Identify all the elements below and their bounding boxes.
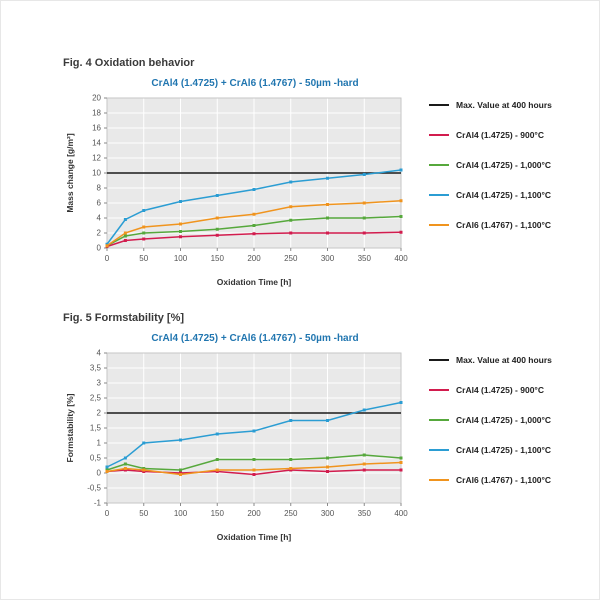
legend-swatch — [429, 164, 449, 166]
svg-text:Formstability [%]: Formstability [%] — [65, 393, 75, 462]
legend-label: CrAl4 (1.4725) - 1,000°C — [456, 160, 552, 170]
svg-text:0: 0 — [105, 254, 110, 263]
figure-oxidation-behavior: Fig. 4 Oxidation behavior CrAl4 (1.4725)… — [63, 57, 573, 290]
svg-text:100: 100 — [174, 509, 188, 518]
svg-text:0: 0 — [97, 469, 102, 478]
svg-text:Oxidation Time [h]: Oxidation Time [h] — [217, 277, 292, 287]
legend-swatch — [429, 479, 449, 481]
svg-text:1,5: 1,5 — [90, 424, 102, 433]
svg-text:4: 4 — [97, 349, 102, 358]
oxidation-chart-title: CrAl4 (1.4725) + CrAl6 (1.4767) - 50µm -… — [151, 78, 359, 89]
svg-text:4: 4 — [97, 214, 102, 223]
legend-item: CrAl6 (1.4767) - 1,100°C — [429, 220, 569, 230]
legend-label: CrAl4 (1.4725) - 1,100°C — [456, 445, 552, 455]
svg-text:Oxidation Time [h]: Oxidation Time [h] — [217, 532, 292, 542]
formstability-chart-canvas: 0 50 100 150 200 250 300 350 400 -1 -0,5 0 0,5 1 1,5 2 2… — [65, 349, 408, 543]
svg-text:-1: -1 — [94, 499, 102, 508]
legend-swatch — [429, 134, 449, 136]
legend-label: CrAl6 (1.4767) - 1,100°C — [456, 220, 552, 230]
legend-item: Max. Value at 400 hours — [429, 100, 569, 110]
svg-text:250: 250 — [284, 254, 298, 263]
figure-5-heading: Fig. 5 Formstability [%] — [63, 312, 185, 324]
legend-item: CrAl4 (1.4725) - 900°C — [429, 385, 569, 395]
oxidation-chart-canvas: 0 50 100 150 200 250 300 350 400 0 2 4 6 8 10 12 14 16 18 2… — [65, 94, 408, 288]
svg-text:12: 12 — [92, 154, 101, 163]
svg-text:8: 8 — [97, 184, 102, 193]
svg-text:Mass change [g/m²]: Mass change [g/m²] — [65, 133, 75, 213]
svg-text:150: 150 — [211, 509, 225, 518]
figure-formstability: Fig. 5 Formstability [%] CrAl4 (1.4725) … — [63, 312, 573, 545]
legend-label: CrAl4 (1.4725) - 900°C — [456, 385, 544, 395]
svg-text:14: 14 — [92, 139, 101, 148]
svg-text:350: 350 — [358, 254, 372, 263]
legend-swatch — [429, 449, 449, 451]
svg-text:1: 1 — [97, 439, 102, 448]
svg-text:100: 100 — [174, 254, 188, 263]
svg-text:6: 6 — [97, 199, 102, 208]
svg-text:50: 50 — [139, 509, 148, 518]
legend-item: CrAl4 (1.4725) - 900°C — [429, 130, 569, 140]
legend-swatch — [429, 389, 449, 391]
svg-text:300: 300 — [321, 509, 335, 518]
legend-item: CrAl6 (1.4767) - 1,100°C — [429, 475, 569, 485]
svg-text:200: 200 — [247, 254, 261, 263]
svg-text:3: 3 — [97, 379, 102, 388]
svg-text:2: 2 — [97, 229, 102, 238]
figure-4-chart-row: CrAl4 (1.4725) + CrAl6 (1.4767) - 50µm -… — [63, 78, 573, 290]
legend-swatch — [429, 419, 449, 421]
svg-text:400: 400 — [394, 254, 408, 263]
svg-text:2: 2 — [97, 409, 102, 418]
svg-text:200: 200 — [247, 509, 261, 518]
svg-text:2,5: 2,5 — [90, 394, 102, 403]
figure-4-heading: Fig. 4 Oxidation behavior — [63, 57, 195, 69]
legend-label: Max. Value at 400 hours — [456, 100, 552, 110]
legend-label: CrAl4 (1.4725) - 1,000°C — [456, 415, 552, 425]
legend-label: CrAl6 (1.4767) - 1,100°C — [456, 475, 552, 485]
legend-swatch — [429, 224, 449, 226]
svg-text:0: 0 — [105, 509, 110, 518]
svg-text:300: 300 — [321, 254, 335, 263]
svg-text:-0,5: -0,5 — [87, 484, 101, 493]
svg-text:350: 350 — [358, 509, 372, 518]
svg-text:0: 0 — [97, 244, 102, 253]
svg-text:18: 18 — [92, 109, 101, 118]
svg-text:150: 150 — [211, 254, 225, 263]
legend-label: CrAl4 (1.4725) - 1,100°C — [456, 190, 552, 200]
legend-label: Max. Value at 400 hours — [456, 355, 552, 365]
legend-label: CrAl4 (1.4725) - 900°C — [456, 130, 544, 140]
formstability-chart-block: CrAl4 (1.4725) + CrAl6 (1.4767) - 50µm -… — [63, 333, 413, 545]
legend-item: CrAl4 (1.4725) - 1,100°C — [429, 190, 569, 200]
legend-swatch — [429, 359, 449, 361]
svg-text:250: 250 — [284, 509, 298, 518]
oxidation-chart-block: CrAl4 (1.4725) + CrAl6 (1.4767) - 50µm -… — [63, 78, 413, 290]
svg-text:400: 400 — [394, 509, 408, 518]
legend-swatch — [429, 104, 449, 106]
legend-item: Max. Value at 400 hours — [429, 355, 569, 365]
formstability-chart-title: CrAl4 (1.4725) + CrAl6 (1.4767) - 50µm -… — [151, 333, 359, 344]
legend-item: CrAl4 (1.4725) - 1,000°C — [429, 415, 569, 425]
svg-text:0,5: 0,5 — [90, 454, 102, 463]
svg-text:20: 20 — [92, 94, 101, 103]
svg-text:10: 10 — [92, 169, 101, 178]
svg-text:3,5: 3,5 — [90, 364, 102, 373]
legend-item: CrAl4 (1.4725) - 1,100°C — [429, 445, 569, 455]
svg-text:16: 16 — [92, 124, 101, 133]
legend-item: CrAl4 (1.4725) - 1,000°C — [429, 160, 569, 170]
figure-5-chart-row: CrAl4 (1.4725) + CrAl6 (1.4767) - 50µm -… — [63, 333, 573, 545]
formstability-chart-legend: Max. Value at 400 hours CrAl4 (1.4725) - … — [429, 333, 569, 505]
svg-text:50: 50 — [139, 254, 148, 263]
oxidation-chart-legend: Max. Value at 400 hours CrAl4 (1.4725) - … — [429, 78, 569, 250]
legend-swatch — [429, 194, 449, 196]
